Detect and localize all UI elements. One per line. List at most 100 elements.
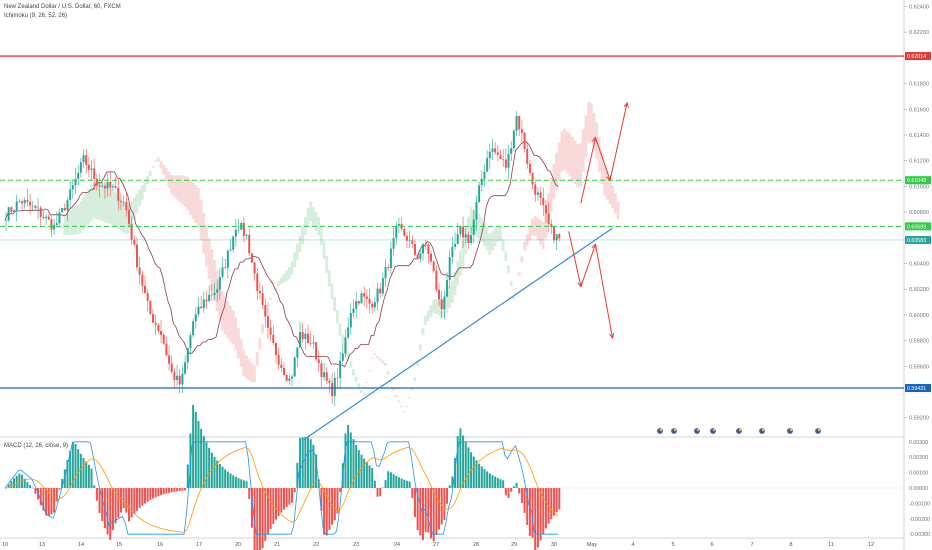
candle (266, 307, 269, 339)
candle (210, 284, 213, 301)
candle (26, 188, 29, 207)
candle (315, 341, 318, 362)
cloud-segment (512, 296, 516, 300)
cloud-segment (122, 201, 125, 233)
candle (138, 257, 141, 285)
histogram-bar (23, 478, 26, 488)
cloud-segment (466, 216, 470, 243)
cloud-segment (493, 228, 497, 247)
ichimoku-cloud (63, 101, 620, 413)
calendar-event-icon[interactable] (786, 427, 794, 435)
calendar-event-icon[interactable] (735, 427, 743, 435)
time-tick-label: 30 (551, 542, 557, 548)
candle (491, 138, 494, 160)
candle (74, 167, 77, 195)
histogram-bar (133, 488, 136, 514)
cloud-segment (207, 237, 211, 280)
calendar-event-icon[interactable] (709, 427, 717, 435)
cloud-segment (523, 241, 526, 251)
candle (15, 194, 18, 222)
cloud-segment (365, 381, 369, 383)
cloud-segment (373, 353, 377, 355)
candle (237, 218, 240, 234)
candle (39, 205, 42, 228)
candle (544, 199, 547, 223)
candle (213, 283, 216, 300)
histogram-bar (269, 488, 272, 529)
cloud-segment (573, 140, 577, 185)
calendar-event-icon[interactable] (693, 427, 701, 435)
histogram-bar (200, 429, 203, 488)
histogram-bar (79, 453, 82, 488)
histogram-bar (45, 488, 48, 516)
calendar-event-icon[interactable] (670, 427, 678, 435)
histogram-bar (138, 488, 141, 509)
histogram-bar (411, 488, 414, 499)
projection-arrow (580, 137, 596, 204)
histogram-bar (213, 456, 216, 488)
cloud-segment (504, 251, 508, 261)
macd-line (4, 441, 559, 535)
candle (486, 150, 489, 173)
candle (256, 268, 259, 301)
histogram-bar (31, 487, 34, 489)
calendar-event-icon[interactable] (656, 427, 664, 435)
candle (103, 182, 106, 199)
cloud-segment (79, 201, 83, 233)
cloud-segment (517, 272, 521, 276)
calendar-event-icon[interactable] (814, 427, 822, 435)
candle (512, 128, 515, 151)
cloud-segment (119, 198, 123, 231)
economic-event-markers[interactable] (656, 427, 822, 435)
histogram-bar (71, 441, 74, 488)
candle (504, 148, 507, 172)
candle (119, 193, 122, 210)
histogram-bar (253, 488, 256, 550)
ascending-trendline[interactable] (303, 227, 613, 441)
histogram-bar (494, 476, 497, 488)
level-price-tag-resistance (905, 52, 931, 61)
candle (127, 200, 130, 228)
price-tick-label: 0.61200 (909, 159, 929, 165)
cloud-segment (549, 177, 553, 212)
cloud-segment (183, 175, 187, 207)
candle (93, 158, 96, 191)
calendar-event-icon[interactable] (758, 427, 766, 435)
candle (258, 282, 261, 300)
histogram-bar (157, 488, 160, 497)
cloud-segment (277, 281, 280, 287)
candle (253, 261, 256, 281)
cloud-segment (290, 261, 294, 275)
histogram-bar (459, 428, 462, 488)
cloud-segment (188, 179, 192, 215)
candle (282, 362, 285, 377)
candle (173, 368, 176, 389)
time-tick-label: 14 (78, 542, 84, 548)
histogram-bar (170, 488, 173, 493)
cloud-segment (370, 357, 374, 359)
histogram-bar (328, 488, 331, 530)
cloud-segment (130, 201, 133, 227)
level-price-label: 0.59431 (907, 386, 926, 392)
cloud-segment (218, 280, 222, 321)
candle (13, 209, 16, 213)
candle (373, 296, 376, 312)
histogram-bar (192, 404, 195, 488)
histogram-bar (221, 466, 224, 488)
cloud-segment (434, 298, 438, 314)
cloud-segment (258, 338, 262, 350)
histogram-bar (218, 463, 221, 488)
candle (87, 157, 90, 178)
level-price-tag-support (905, 384, 931, 393)
price-tick-label: 0.60200 (909, 287, 929, 293)
candle (507, 145, 510, 179)
candle (234, 218, 237, 247)
candle (291, 374, 294, 386)
candle (205, 290, 208, 309)
cloud-segment (226, 301, 230, 338)
candle (328, 377, 331, 393)
cloud-segment (576, 144, 580, 188)
cloud-segment (346, 352, 350, 361)
histogram-bar (152, 488, 155, 499)
